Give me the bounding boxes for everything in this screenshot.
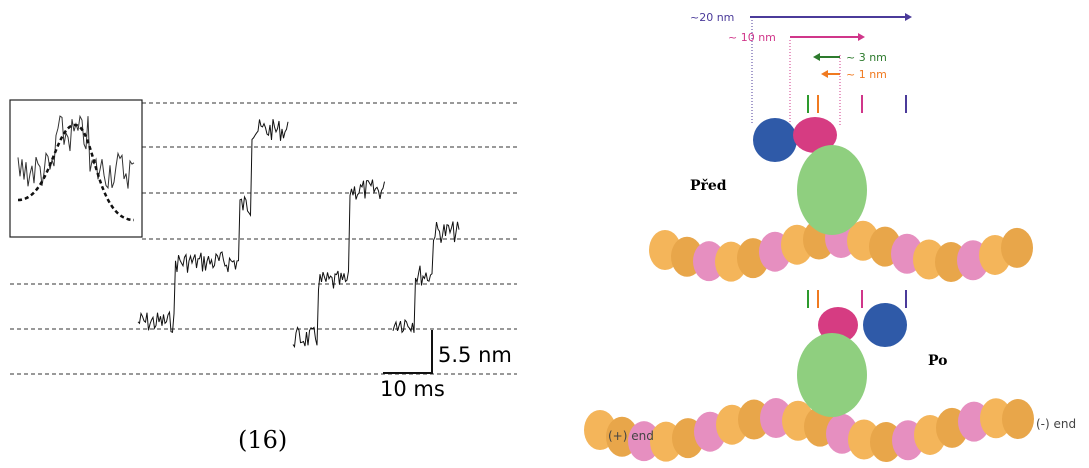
scale-x-label: 10 ms — [380, 377, 445, 401]
actin-subunit — [1001, 227, 1033, 268]
actin-subunit — [1002, 398, 1034, 439]
inset-fit — [17, 123, 135, 222]
distance-label: ~ 1 nm — [846, 68, 887, 81]
trace — [137, 119, 289, 334]
distance-label: ~20 nm — [690, 11, 734, 24]
end-label: (+) end — [608, 429, 654, 443]
step-traces — [17, 114, 460, 349]
distance-label: ~ 10 nm — [728, 31, 776, 44]
myosin-diagram: ~20 nm ~ 10 nm ~ 3 nm ~ 1 nm Před Po (+)… — [584, 11, 1076, 462]
trace — [392, 221, 460, 334]
trace-panel: 5.5 nm 10 ms (16) — [9, 99, 517, 454]
scale-bar — [383, 330, 433, 374]
state-label: Před — [690, 178, 727, 194]
caption: (16) — [238, 426, 287, 454]
trace — [292, 179, 385, 349]
scale-y-label: 5.5 nm — [438, 343, 512, 367]
actin-filaments — [584, 218, 1034, 462]
state-label: Po — [928, 353, 948, 369]
distance-label: ~ 3 nm — [846, 51, 887, 64]
end-label: (-) end — [1036, 417, 1076, 431]
